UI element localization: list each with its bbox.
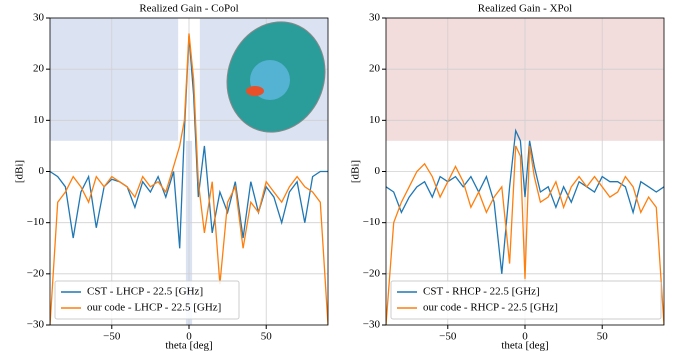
x-tick-label: 50 <box>261 331 273 343</box>
y-tick-label: 20 <box>369 63 381 75</box>
y-tick-label: −20 <box>27 267 45 279</box>
y-axis-label: [dBi] <box>14 160 26 183</box>
y-tick-label: −20 <box>363 267 381 279</box>
figure: −30 −20 −10 0 10 20 30 −50 0 50 Realized Gain - XP… <box>0 0 682 356</box>
legend-label: CST - LHCP - 22.5 [GHz] <box>87 286 203 298</box>
y-tick-label: 0 <box>39 165 45 177</box>
x-tick-label: 50 <box>597 331 609 343</box>
y-tick-label: 20 <box>33 63 45 75</box>
chart-title: Realized Gain - XPol <box>478 3 572 15</box>
y-tick-label: −30 <box>27 319 45 331</box>
legend-label: our code - LHCP - 22.5 [GHz] <box>87 302 221 314</box>
chart-title: Realized Gain - CoPol <box>139 3 238 15</box>
y-tick-label: −10 <box>27 216 45 228</box>
y-tick-label: −10 <box>363 216 381 228</box>
x-axis-label: theta [deg] <box>501 340 548 352</box>
y-axis-label: [dBi] <box>350 160 362 183</box>
shaded-region <box>50 18 178 141</box>
legend: CST - RHCP - 22.5 [GHz] our code - RHCP -… <box>391 281 661 319</box>
legend: CST - LHCP - 22.5 [GHz] our code - LHCP -… <box>55 281 239 319</box>
legend-label: our code - RHCP - 22.5 [GHz] <box>423 302 558 314</box>
y-tick-label: 30 <box>33 12 45 24</box>
y-tick-label: 0 <box>375 165 381 177</box>
y-tick-label: 10 <box>33 114 45 126</box>
x-tick-label: −50 <box>103 331 121 343</box>
y-tick-label: 10 <box>369 114 381 126</box>
x-tick-label: −50 <box>439 331 457 343</box>
y-tick-label: 30 <box>369 12 381 24</box>
x-axis-label: theta [deg] <box>165 340 212 352</box>
y-tick-label: −30 <box>363 319 381 331</box>
legend-label: CST - RHCP - 22.5 [GHz] <box>423 286 540 298</box>
